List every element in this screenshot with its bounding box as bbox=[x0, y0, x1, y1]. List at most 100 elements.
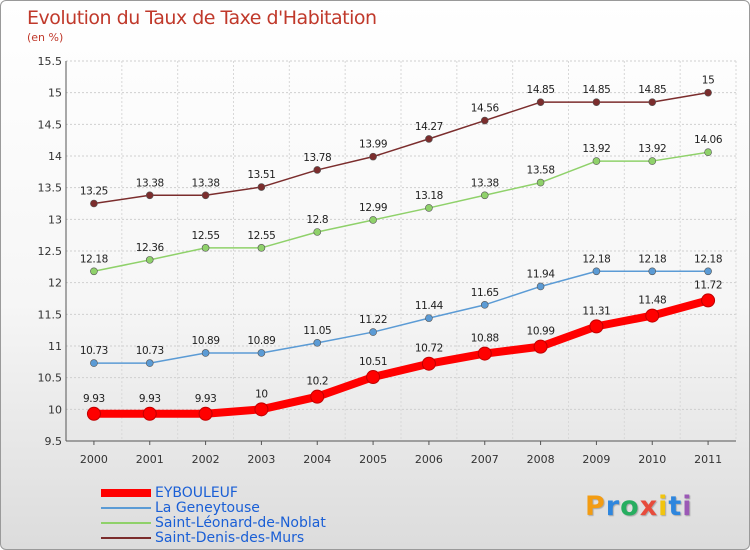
data-label: 13.58 bbox=[527, 165, 555, 177]
data-point bbox=[589, 319, 604, 334]
x-tick-label: 2002 bbox=[192, 453, 220, 466]
data-label: 11.05 bbox=[303, 325, 331, 337]
data-label: 9.93 bbox=[139, 393, 161, 405]
data-point bbox=[536, 178, 545, 187]
data-label: 12.18 bbox=[80, 253, 108, 265]
data-point bbox=[480, 116, 489, 125]
data-point bbox=[366, 370, 381, 385]
data-label: 13.92 bbox=[638, 143, 666, 155]
data-label: 11.48 bbox=[638, 295, 666, 307]
legend-swatch-la-geneytouse bbox=[101, 506, 151, 509]
chart-unit-label: (en %) bbox=[27, 31, 64, 44]
data-point bbox=[257, 349, 266, 357]
legend-label-saint-leonard: Saint-Léonard-de-Noblat bbox=[155, 514, 326, 531]
data-label: 13.92 bbox=[582, 143, 610, 155]
data-point bbox=[648, 157, 657, 165]
x-tick-label: 2001 bbox=[136, 453, 164, 466]
data-point bbox=[425, 135, 433, 143]
data-point bbox=[145, 191, 154, 200]
data-point bbox=[536, 98, 545, 106]
data-label: 13.78 bbox=[303, 152, 331, 164]
data-label: 12.36 bbox=[136, 242, 165, 254]
data-label: 13.38 bbox=[136, 177, 164, 189]
data-point bbox=[648, 267, 657, 276]
x-tick-label: 2005 bbox=[359, 453, 387, 466]
data-label: 13.25 bbox=[80, 186, 108, 198]
logo-letter: o bbox=[620, 491, 640, 522]
y-tick-label: 12.5 bbox=[38, 245, 63, 258]
legend-label-eybouleuf: EYBOULEUF bbox=[155, 484, 238, 501]
data-point bbox=[645, 308, 660, 323]
x-tick-label: 2004 bbox=[303, 453, 331, 466]
data-label: 10 bbox=[255, 388, 268, 400]
data-point bbox=[198, 406, 213, 421]
logo-letter: x bbox=[639, 491, 659, 522]
legend-item-la-geneytouse[interactable]: La Geneytouse bbox=[101, 500, 326, 516]
y-tick-label: 13 bbox=[48, 213, 62, 226]
data-label: 10.2 bbox=[306, 376, 328, 388]
data-label: 12.55 bbox=[192, 230, 220, 242]
data-point bbox=[310, 389, 325, 404]
data-label: 13.99 bbox=[359, 139, 387, 151]
data-point bbox=[201, 191, 210, 200]
legend-swatch-saint-leonard bbox=[101, 521, 151, 524]
data-point bbox=[477, 346, 492, 361]
legend-item-eybouleuf[interactable]: EYBOULEUF bbox=[101, 484, 326, 501]
data-label: 12.18 bbox=[694, 253, 722, 265]
legend: EYBOULEUF La Geneytouse Saint-Léonard-de… bbox=[101, 484, 326, 546]
data-label: 14.06 bbox=[694, 134, 723, 146]
y-tick-label: 9.5 bbox=[45, 435, 63, 448]
legend-item-saint-leonard[interactable]: Saint-Léonard-de-Noblat bbox=[101, 514, 326, 531]
data-point bbox=[480, 191, 489, 200]
data-point bbox=[313, 228, 322, 236]
data-label: 14.85 bbox=[582, 84, 610, 96]
data-label: 10.51 bbox=[359, 356, 387, 368]
data-point bbox=[592, 98, 601, 106]
data-label: 13.18 bbox=[415, 190, 443, 202]
data-point bbox=[145, 359, 154, 367]
x-tick-label: 2007 bbox=[471, 453, 499, 466]
logo-letter: i bbox=[658, 491, 669, 522]
data-label: 13.38 bbox=[471, 177, 499, 189]
data-point bbox=[201, 244, 210, 252]
data-label: 11.94 bbox=[527, 268, 556, 280]
data-point bbox=[701, 293, 716, 308]
data-point bbox=[90, 267, 98, 276]
legend-swatch-eybouleuf bbox=[101, 488, 151, 497]
x-tick-label: 2011 bbox=[694, 453, 722, 466]
chart-title: Evolution du Taux de Taxe d'Habitation bbox=[27, 7, 377, 29]
proxiti-logo: Proxiti bbox=[585, 491, 693, 522]
data-point bbox=[145, 256, 154, 264]
data-label: 10.89 bbox=[192, 335, 220, 347]
series-line-1 bbox=[93, 270, 709, 364]
y-tick-label: 11.5 bbox=[38, 308, 63, 321]
data-label: 9.93 bbox=[195, 393, 217, 405]
data-point bbox=[592, 267, 601, 276]
data-label: 14.85 bbox=[527, 84, 555, 96]
data-label: 12.8 bbox=[306, 214, 328, 226]
legend-swatch-saint-denis bbox=[101, 536, 151, 539]
data-label: 14.27 bbox=[415, 121, 443, 133]
legend-item-saint-denis[interactable]: Saint-Denis-des-Murs bbox=[101, 530, 326, 546]
data-label: 10.88 bbox=[471, 333, 499, 345]
y-tick-label: 11 bbox=[48, 340, 62, 353]
data-label: 9.93 bbox=[83, 393, 105, 405]
data-label: 14.56 bbox=[471, 103, 500, 115]
data-point bbox=[257, 244, 266, 252]
data-point bbox=[369, 216, 377, 224]
data-label: 10.73 bbox=[136, 345, 164, 357]
data-point bbox=[142, 406, 157, 421]
data-point bbox=[421, 356, 436, 371]
data-label: 11.44 bbox=[415, 300, 444, 312]
data-label: 15 bbox=[702, 75, 715, 87]
y-tick-label: 12 bbox=[48, 277, 62, 290]
data-point bbox=[592, 157, 601, 165]
logo-letter: r bbox=[605, 491, 621, 522]
data-label: 14.85 bbox=[638, 84, 666, 96]
logo-letter: i bbox=[682, 491, 693, 522]
data-point bbox=[425, 204, 433, 212]
data-label: 12.18 bbox=[582, 253, 610, 265]
data-point bbox=[201, 349, 210, 357]
